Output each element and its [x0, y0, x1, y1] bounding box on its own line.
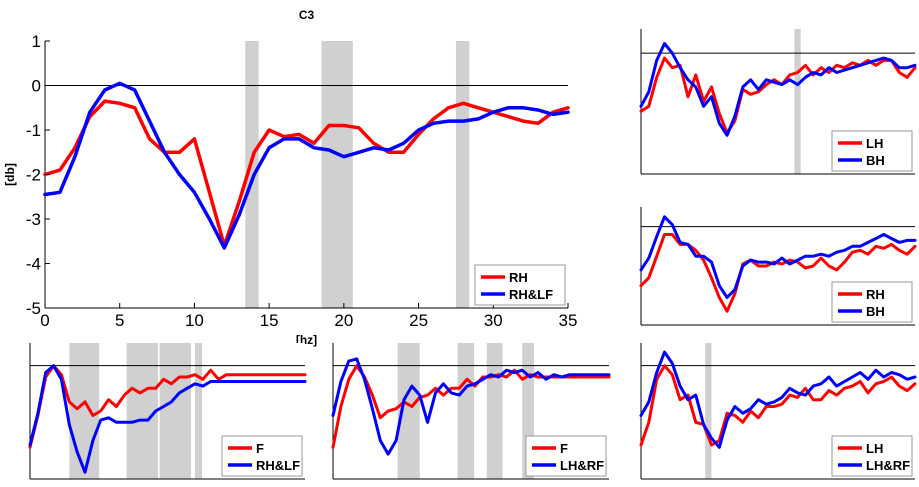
legend-label: LH	[866, 136, 883, 151]
panel-lh-bh: LH BH	[639, 29, 917, 175]
shaded-band	[126, 343, 159, 479]
shaded-band	[486, 343, 503, 479]
shaded-band	[794, 29, 801, 174]
shaded-band	[159, 343, 192, 479]
panel-f-rhlf: F RH&LF	[28, 343, 307, 480]
legend-box	[831, 281, 913, 323]
series-line-f	[28, 364, 307, 449]
shaded-band	[245, 41, 259, 308]
x-tick-label: 5	[115, 311, 124, 330]
series-line-bh	[639, 215, 917, 299]
y-tick-label: -1	[26, 121, 41, 140]
y-tick-label: 1	[32, 32, 41, 51]
shaded-band	[457, 343, 475, 479]
legend-box	[831, 130, 913, 172]
legend-label: RH	[509, 270, 528, 285]
x-tick-label: 35	[559, 311, 578, 330]
series-line-bh	[639, 42, 917, 137]
shaded-band	[455, 41, 470, 308]
panel-rh-bh: RH BH	[639, 207, 917, 326]
y-tick-label: -3	[26, 210, 41, 229]
legend-label: BH	[866, 304, 885, 319]
legend-label: LH	[866, 441, 883, 456]
legend-label: RH&LF	[256, 458, 300, 473]
shaded-band	[195, 343, 203, 479]
legend-box	[221, 435, 303, 477]
panel-f-lhrf: F LH&RF	[331, 343, 611, 480]
y-tick-label: 0	[32, 77, 41, 96]
series-line-lh-rf	[639, 350, 917, 449]
shaded-band	[69, 343, 100, 479]
x-tick-label: 0	[40, 311, 49, 330]
legend-label: F	[560, 441, 568, 456]
chart-title: C3	[299, 8, 315, 22]
legend-box	[525, 435, 607, 477]
series-line-lh-rf	[331, 357, 611, 456]
shaded-band	[321, 41, 353, 308]
legend-box	[474, 264, 566, 306]
x-tick-label: 25	[409, 311, 428, 330]
legend-label: F	[256, 441, 264, 456]
panel-lh-lhrf: LH LH&RF	[639, 343, 917, 480]
legend-label: LH&RF	[560, 458, 604, 473]
series-line-rh-lf	[43, 81, 570, 250]
y-tick-label: -4	[26, 255, 41, 274]
legend-box	[831, 435, 913, 477]
x-tick-label: 15	[260, 311, 279, 330]
series-line-rh-lf	[28, 364, 307, 474]
panel-main-c3: 0 5 10 15 20 25 30 3510-1-2-3-4-5C3[hz][db]RHRH…	[3, 8, 577, 347]
series-line-rh	[43, 99, 570, 248]
y-tick-label: -5	[26, 299, 41, 318]
legend-label: RH&LF	[509, 287, 553, 302]
y-tick-label: -2	[26, 166, 41, 185]
shaded-band	[397, 343, 420, 479]
x-tick-label: 20	[334, 311, 353, 330]
x-tick-label: 30	[484, 311, 503, 330]
x-tick-label: 10	[185, 311, 204, 330]
y-axis-label: [db]	[3, 163, 17, 186]
shaded-band	[522, 343, 535, 479]
legend-label: LH&RF	[866, 458, 910, 473]
legend-label: BH	[866, 153, 885, 168]
legend-label: RH	[866, 287, 885, 302]
shaded-band	[705, 343, 712, 479]
